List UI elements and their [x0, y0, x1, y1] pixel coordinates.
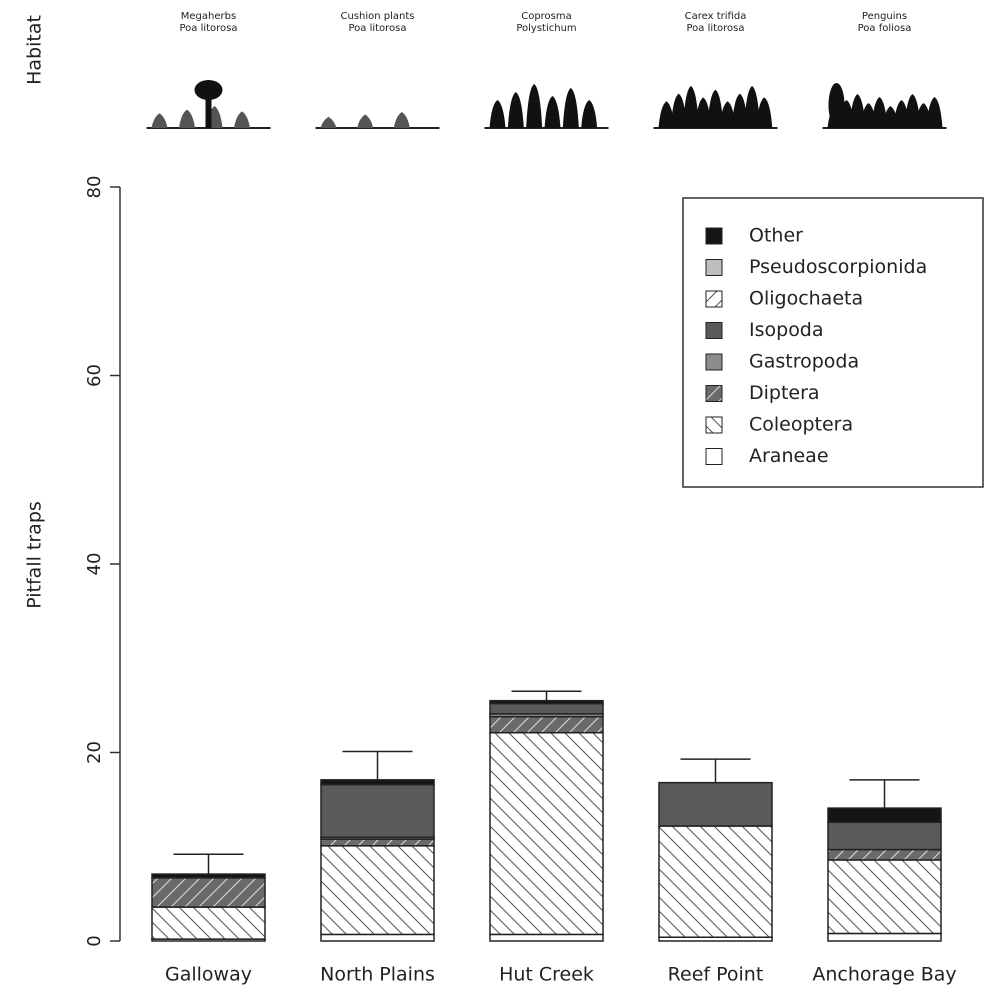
y-tick-label: 20 [84, 741, 105, 764]
legend-label: Other [749, 225, 803, 247]
x-tick-label: Reef Point [668, 964, 764, 986]
legend-swatch [706, 228, 722, 244]
bar-segment [828, 860, 941, 934]
y-tick-label: 60 [84, 364, 105, 387]
plant-silhouette [927, 97, 943, 128]
habitat-label: Megaherbs [181, 11, 236, 22]
x-tick-label: Anchorage Bay [812, 964, 956, 986]
error-bar [343, 752, 413, 780]
habitat-title: Habitat [24, 15, 46, 85]
plant-silhouette [756, 97, 772, 128]
legend-label: Oligochaeta [749, 288, 863, 310]
y-tick-label: 0 [84, 935, 105, 946]
error-bar [681, 759, 751, 783]
habitat-label: Coprosma [521, 11, 572, 22]
bar-segment [152, 878, 265, 907]
error-bar [512, 691, 582, 700]
bar-segment [152, 907, 265, 939]
error-bar [850, 780, 920, 808]
legend-swatch [706, 386, 722, 402]
habitat-label: Poa litorosa [179, 23, 237, 34]
plant-silhouette [179, 110, 195, 128]
legend-label: Gastropoda [749, 351, 859, 373]
bar-segment [321, 846, 434, 935]
bar-segment [828, 850, 941, 860]
tree-crown [195, 80, 223, 100]
legend-swatch [706, 354, 722, 370]
plant-silhouette [357, 114, 373, 128]
legend-label: Diptera [749, 382, 820, 404]
bar-segment [490, 717, 603, 733]
bar-segment [321, 934, 434, 941]
plant-silhouette [152, 113, 168, 128]
plant-silhouette [490, 100, 506, 128]
legend-label: Isopoda [749, 319, 824, 341]
bar-segment [321, 780, 434, 785]
habitat-label: Poa foliosa [858, 23, 912, 34]
habitat-label: Penguins [862, 11, 907, 22]
habitat-label: Polystichum [516, 23, 576, 34]
plant-silhouette [234, 111, 250, 128]
plant-silhouette [581, 100, 597, 128]
plant-silhouette [321, 117, 337, 128]
legend-swatch [706, 417, 722, 433]
habitat-label: Poa litorosa [686, 23, 744, 34]
y-axis-label: Pitfall traps [24, 501, 46, 609]
legend-label: Araneae [749, 445, 829, 467]
y-tick-label: 40 [84, 553, 105, 576]
legend-swatch [706, 291, 722, 307]
plant-silhouette [508, 92, 524, 128]
bar-segment [490, 701, 603, 704]
bar-segment [828, 808, 941, 822]
penguin [829, 83, 845, 127]
plant-silhouette [545, 96, 561, 128]
bar-segment [490, 733, 603, 935]
bar-segment [490, 703, 603, 713]
bar-segment [321, 839, 434, 846]
bar-segment [828, 822, 941, 849]
bar-segment [659, 826, 772, 937]
legend-swatch [706, 449, 722, 465]
bar-segment [828, 933, 941, 941]
y-tick-label: 80 [84, 176, 105, 199]
chart: Habitat Pitfall traps 0 20 40 60 80 Megaherbs… [0, 0, 984, 992]
legend-label: Pseudoscorpionida [749, 256, 927, 278]
bar-segment [152, 874, 265, 878]
x-tick-label: Galloway [165, 964, 252, 986]
plant-silhouette [526, 84, 542, 128]
legend-box [683, 198, 983, 487]
legend-swatch [706, 323, 722, 339]
bar-segment [321, 785, 434, 838]
bar-segment [659, 783, 772, 826]
error-bar [174, 854, 244, 874]
plant-silhouette [563, 88, 579, 128]
x-tick-label: Hut Creek [499, 964, 594, 986]
bar-segment [490, 934, 603, 941]
habitat-label: Carex trifida [685, 11, 747, 22]
x-tick-label: North Plains [320, 964, 435, 986]
legend-swatch [706, 260, 722, 276]
legend-label: Coleoptera [749, 414, 853, 436]
plant-silhouette [394, 112, 410, 128]
habitat-label: Cushion plants [340, 11, 414, 22]
habitat-label: Poa litorosa [348, 23, 406, 34]
